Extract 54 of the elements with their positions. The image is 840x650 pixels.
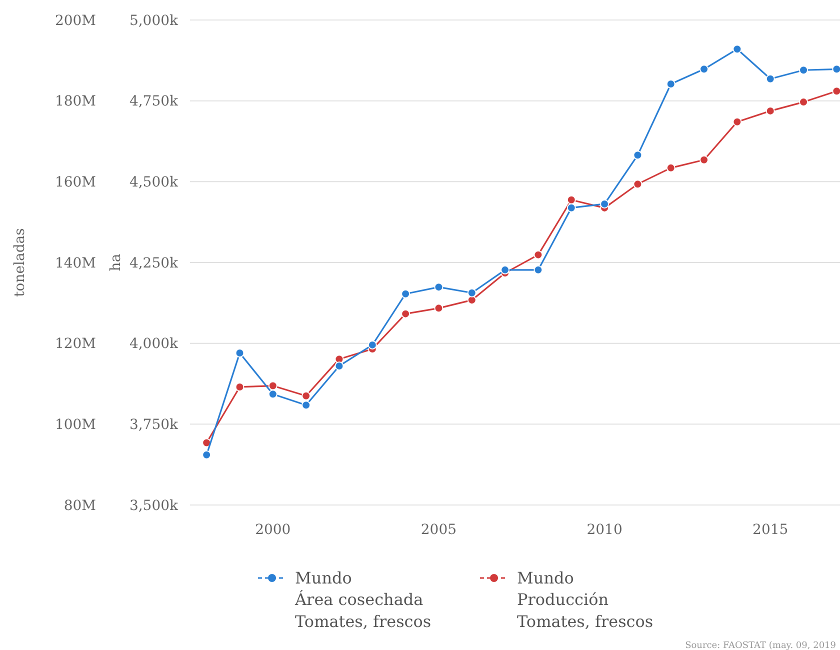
point xyxy=(732,117,742,126)
y2-axis-title: toneladas xyxy=(12,228,28,297)
x-tick-label: 2010 xyxy=(586,522,622,538)
point xyxy=(832,86,840,96)
point xyxy=(202,450,212,460)
point xyxy=(600,199,610,208)
point xyxy=(235,348,244,358)
legend-label: Mundo Área cosechada Tomates, frescos xyxy=(294,568,432,631)
point xyxy=(832,64,840,74)
point xyxy=(666,80,676,89)
point xyxy=(401,289,410,298)
y-tick-label: 5,000k xyxy=(129,12,179,29)
y2-tick-label: 140M xyxy=(54,255,96,272)
point xyxy=(633,150,642,160)
legend-label: Mundo Producción Tomates, frescos xyxy=(517,568,654,631)
y2-tick-label: 80M xyxy=(64,498,96,514)
point xyxy=(633,180,642,189)
point xyxy=(268,390,278,399)
point xyxy=(534,265,543,274)
point xyxy=(467,296,476,305)
point xyxy=(732,44,742,54)
point xyxy=(799,66,808,75)
source-note: Source: FAOSTAT (may. 09, 2019 xyxy=(685,641,836,650)
point xyxy=(534,250,543,260)
x-tick-label: 2015 xyxy=(752,522,788,538)
point xyxy=(334,361,344,370)
point xyxy=(401,309,410,318)
point xyxy=(302,391,311,400)
y-tick-label: 4,750k xyxy=(129,94,179,110)
point xyxy=(766,74,775,84)
point xyxy=(666,163,676,172)
y-tick-label: 3,750k xyxy=(129,417,179,434)
point xyxy=(500,265,510,274)
x-tick-label: 2005 xyxy=(420,522,457,538)
x-tick-label: 2000 xyxy=(255,522,291,538)
point xyxy=(368,340,377,350)
y2-tick-label: 180M xyxy=(54,94,96,110)
point xyxy=(434,282,444,292)
point xyxy=(302,400,311,410)
point xyxy=(434,304,444,313)
y2-tick-label: 160M xyxy=(54,174,96,191)
y-tick-label: 3,500k xyxy=(129,498,179,514)
y-tick-label: 4,000k xyxy=(129,336,179,352)
point xyxy=(566,203,576,212)
y-axis-title: ha xyxy=(108,254,124,272)
y2-tick-label: 120M xyxy=(54,336,96,352)
point xyxy=(467,288,476,298)
point xyxy=(566,195,576,204)
y2-tick-label: 200M xyxy=(54,12,96,29)
y2-tick-label: 100M xyxy=(54,417,96,434)
point xyxy=(700,64,709,74)
y-tick-label: 4,250k xyxy=(129,255,179,272)
y-tick-label: 4,500k xyxy=(129,174,179,191)
point xyxy=(268,381,278,390)
